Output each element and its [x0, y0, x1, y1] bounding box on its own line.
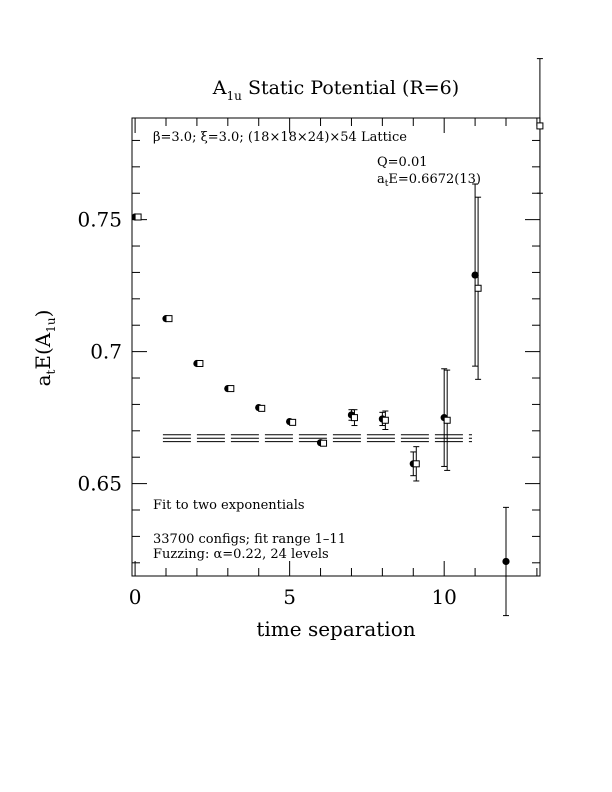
y-tick-label: 0.65	[77, 472, 122, 496]
x-axis-title: time separation	[256, 617, 415, 641]
data-point-square	[289, 418, 297, 426]
y-axis-title: atE(A1u)	[31, 310, 58, 387]
y-axis-title-sub2: 1u	[44, 317, 58, 333]
data-point-square	[258, 404, 266, 412]
data-point-square	[134, 213, 142, 221]
energy-rest: E=0.6672(13)	[388, 172, 481, 187]
fit-method-annotation: Fit to two exponentials	[153, 498, 305, 513]
x-tick-label: 5	[283, 585, 296, 609]
data-point-square	[474, 284, 482, 292]
fit-band	[162, 434, 472, 443]
y-tick-label: 0.7	[90, 340, 122, 364]
svg-text:A1u Static Potential (R=6): A1u Static Potential (R=6)	[212, 77, 459, 103]
configs-annotation: 33700 configs; fit range 1–11	[153, 532, 346, 547]
data-point-square	[196, 359, 204, 367]
y-tick-label: 0.75	[77, 208, 122, 232]
data-point-square	[381, 416, 389, 424]
x-tick-label: 0	[129, 585, 142, 609]
data-point-square	[443, 416, 451, 424]
svg-text:atE(A1u): atE(A1u)	[31, 310, 58, 387]
energy-annotation: atE=0.6672(13)	[377, 172, 481, 189]
data-point-square	[165, 315, 173, 323]
chart-title-sub: 1u	[227, 89, 243, 103]
chart-title-rest: Static Potential (R=6)	[242, 77, 459, 99]
energy-sub: t	[385, 179, 389, 189]
y-axis-title-sub1: t	[44, 369, 58, 374]
tick-marks	[132, 118, 540, 576]
chart-title: A1u Static Potential (R=6)	[212, 77, 459, 103]
chart-title-main: A	[212, 77, 227, 99]
data-point-circle	[471, 271, 479, 279]
data-point-square	[412, 460, 420, 468]
tick-labels: 0 5 10 0.65 0.7 0.75	[77, 208, 456, 609]
y-axis-title-mid: E(A	[31, 332, 55, 369]
energy-prefix: a	[377, 172, 385, 187]
data-point-square	[536, 122, 544, 130]
y-axis-title-base: a	[31, 374, 55, 386]
data-markers	[131, 122, 544, 566]
q-annotation: Q=0.01	[377, 155, 428, 170]
data-point-circle	[502, 557, 510, 566]
plot-frame	[131, 117, 541, 577]
lattice-annotation: β=3.0; ξ=3.0; (18×18×24)×54 Lattice	[153, 130, 407, 145]
x-tick-label: 10	[431, 585, 456, 609]
data-point-square	[320, 439, 328, 447]
data-point-square	[350, 414, 358, 422]
data-point-square	[227, 385, 235, 393]
fuzzing-annotation: Fuzzing: α=0.22, 24 levels	[153, 547, 329, 562]
y-axis-title-end: )	[31, 310, 55, 318]
